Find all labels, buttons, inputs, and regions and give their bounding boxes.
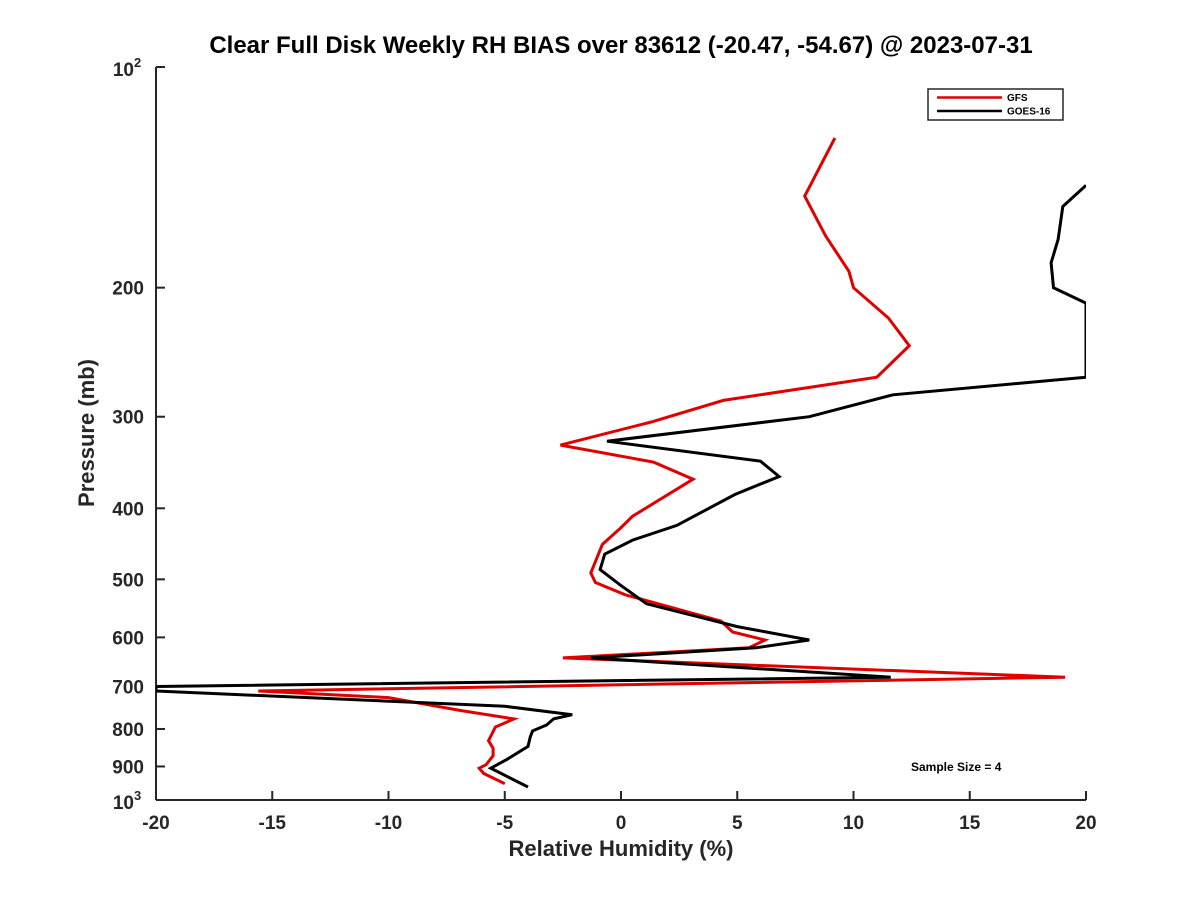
legend-box <box>927 88 1064 121</box>
y-tick-label: 600 <box>112 628 144 649</box>
sample-size-annotation: Sample Size = 4 <box>911 760 1002 774</box>
series-line-goes16 <box>156 184 1086 789</box>
x-tick-label: 15 <box>959 813 981 834</box>
y-tick-label: 200 <box>112 279 144 300</box>
x-tick-label: -15 <box>259 813 287 834</box>
x-tick-label: 0 <box>616 813 627 834</box>
y-tick-label-bottom: 103 <box>113 788 141 814</box>
legend-label-goes16: GOES-16 <box>1007 107 1051 118</box>
y-tick-label: 400 <box>112 499 144 520</box>
y-ticks: 200 300 400 500 600 700 800 900 <box>112 66 165 801</box>
x-tick-label: -20 <box>142 813 169 834</box>
x-tick-label: -10 <box>375 813 402 834</box>
y-tick-label: 800 <box>112 720 144 741</box>
x-tick-label: 10 <box>843 813 864 834</box>
x-tick-label: -5 <box>496 813 513 834</box>
y-tick-label: 900 <box>112 757 144 778</box>
y-tick-label-top: 102 <box>113 55 141 81</box>
y-tick-label: 300 <box>112 408 144 429</box>
y-axis-label: Pressure (mb) <box>74 359 99 507</box>
series-lines <box>156 137 1086 789</box>
chart-title: Clear Full Disk Weekly RH BIAS over 8361… <box>209 32 1032 59</box>
x-tick-label: 5 <box>732 813 743 834</box>
y-tick-label: 700 <box>112 677 144 698</box>
x-tick-label: 20 <box>1075 813 1096 834</box>
series-line-gfs <box>258 137 1066 786</box>
x-axis-label: Relative Humidity (%) <box>509 836 734 861</box>
x-ticks: -20 -15 -10 -5 0 5 10 15 20 <box>142 791 1097 834</box>
y-tick-label: 500 <box>112 570 144 591</box>
legend: GFS GOES-16 <box>927 88 1064 121</box>
legend-label-gfs: GFS <box>1007 93 1028 104</box>
